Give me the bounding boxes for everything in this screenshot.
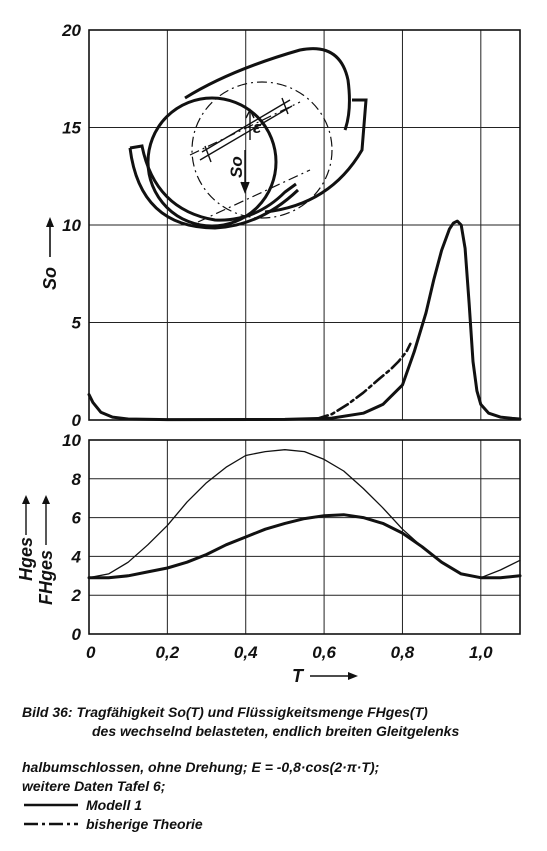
y-tick-label: 8 bbox=[72, 470, 82, 489]
so-axis-arrowhead bbox=[46, 217, 54, 227]
y-tick-label: 5 bbox=[72, 314, 82, 333]
eccentric-line-2 bbox=[201, 99, 291, 153]
x-axis-label-t: T bbox=[292, 666, 305, 686]
caption-line-4: weitere Daten Tafel 6; bbox=[22, 778, 166, 794]
shaft-axis bbox=[189, 101, 301, 156]
y-tick-label: 10 bbox=[62, 431, 81, 450]
shell-bottom-edge bbox=[128, 147, 300, 230]
series-line-modell-1 bbox=[87, 219, 522, 422]
cylinder-top-outline bbox=[184, 47, 351, 131]
y-tick-label: 15 bbox=[62, 119, 81, 138]
epsilon-arrowhead bbox=[245, 108, 255, 119]
y-axis-label-so: So bbox=[40, 217, 60, 290]
fhges-axis-arrowhead bbox=[42, 495, 50, 504]
hges-axis-arrowhead bbox=[22, 495, 30, 504]
epsilon-label: ε bbox=[253, 118, 262, 137]
y-axis-label-hges: Hges bbox=[16, 495, 36, 581]
series-line-hges bbox=[88, 449, 521, 579]
legend-label-modell-1: Modell 1 bbox=[86, 797, 143, 813]
y-tick-label: 4 bbox=[71, 547, 82, 566]
shell-back-edge bbox=[264, 98, 368, 214]
eccentric-tick-1 bbox=[204, 145, 212, 163]
series-line-fhges bbox=[87, 513, 522, 580]
x-axis-arrowhead bbox=[348, 672, 358, 680]
legend-dashdot-line bbox=[24, 822, 78, 826]
caption-line-2: des wechselnd belasteten, endlich breite… bbox=[92, 723, 460, 739]
so-axis-text: So bbox=[40, 267, 60, 290]
so-inset-label: So bbox=[227, 156, 246, 178]
caption-line-1: Bild 36: Tragfähigkeit So(T) und Flüssig… bbox=[22, 704, 428, 720]
series-line-bisherige-theorie bbox=[314, 342, 412, 421]
y-tick-label: 6 bbox=[72, 509, 82, 528]
y-tick-label: 10 bbox=[62, 216, 81, 235]
x-tick-label: 0,2 bbox=[156, 643, 180, 662]
x-tick-label: 0,4 bbox=[234, 643, 258, 662]
x-tick-label: 0,8 bbox=[391, 643, 415, 662]
so-arrowhead bbox=[240, 181, 250, 194]
legend-label-bisherige-theorie: bisherige Theorie bbox=[86, 816, 203, 832]
y-tick-label: 0 bbox=[72, 625, 82, 644]
legend-solid-line bbox=[24, 803, 78, 807]
fhges-axis-text: FHges bbox=[36, 550, 56, 605]
caption-line-2-wrap: des wechselnd belasteten, endlich breite… bbox=[22, 722, 459, 741]
caption-line-3: halbumschlossen, ohne Drehung; E = -0,8·… bbox=[22, 759, 380, 775]
eccentric-line-1 bbox=[199, 105, 293, 161]
y-axis-label-fhges: FHges bbox=[36, 495, 56, 605]
y-tick-label: 2 bbox=[71, 586, 82, 605]
hges-axis-text: Hges bbox=[16, 537, 36, 581]
plot-frame bbox=[88, 439, 521, 635]
so-plot: 0 5 10 15 20 So bbox=[40, 21, 522, 430]
y-tick-label: 20 bbox=[61, 21, 81, 40]
legend-item-bisherige-theorie: bisherige Theorie bbox=[22, 815, 203, 833]
x-tick-label: 0,6 bbox=[312, 643, 336, 662]
shell-front-edge bbox=[129, 144, 297, 222]
x-tick-label: 0 bbox=[86, 643, 96, 662]
legend-item-modell-1: Modell 1 bbox=[22, 796, 142, 814]
y-tick-label: 0 bbox=[72, 411, 82, 430]
eccentric-tick-2 bbox=[281, 97, 289, 115]
bearing-inset-illustration: ε So bbox=[128, 47, 368, 230]
cylinder-front-circle bbox=[146, 96, 278, 228]
x-tick-label: 1,0 bbox=[469, 643, 493, 662]
shaft-axis-lower bbox=[197, 169, 311, 223]
cylinder-back-ellipse bbox=[191, 81, 333, 219]
hges-plot: 0 2 4 6 8 10 0 0,2 0,4 0,6 0,8 1,0 Hges FHges T bbox=[16, 431, 522, 686]
